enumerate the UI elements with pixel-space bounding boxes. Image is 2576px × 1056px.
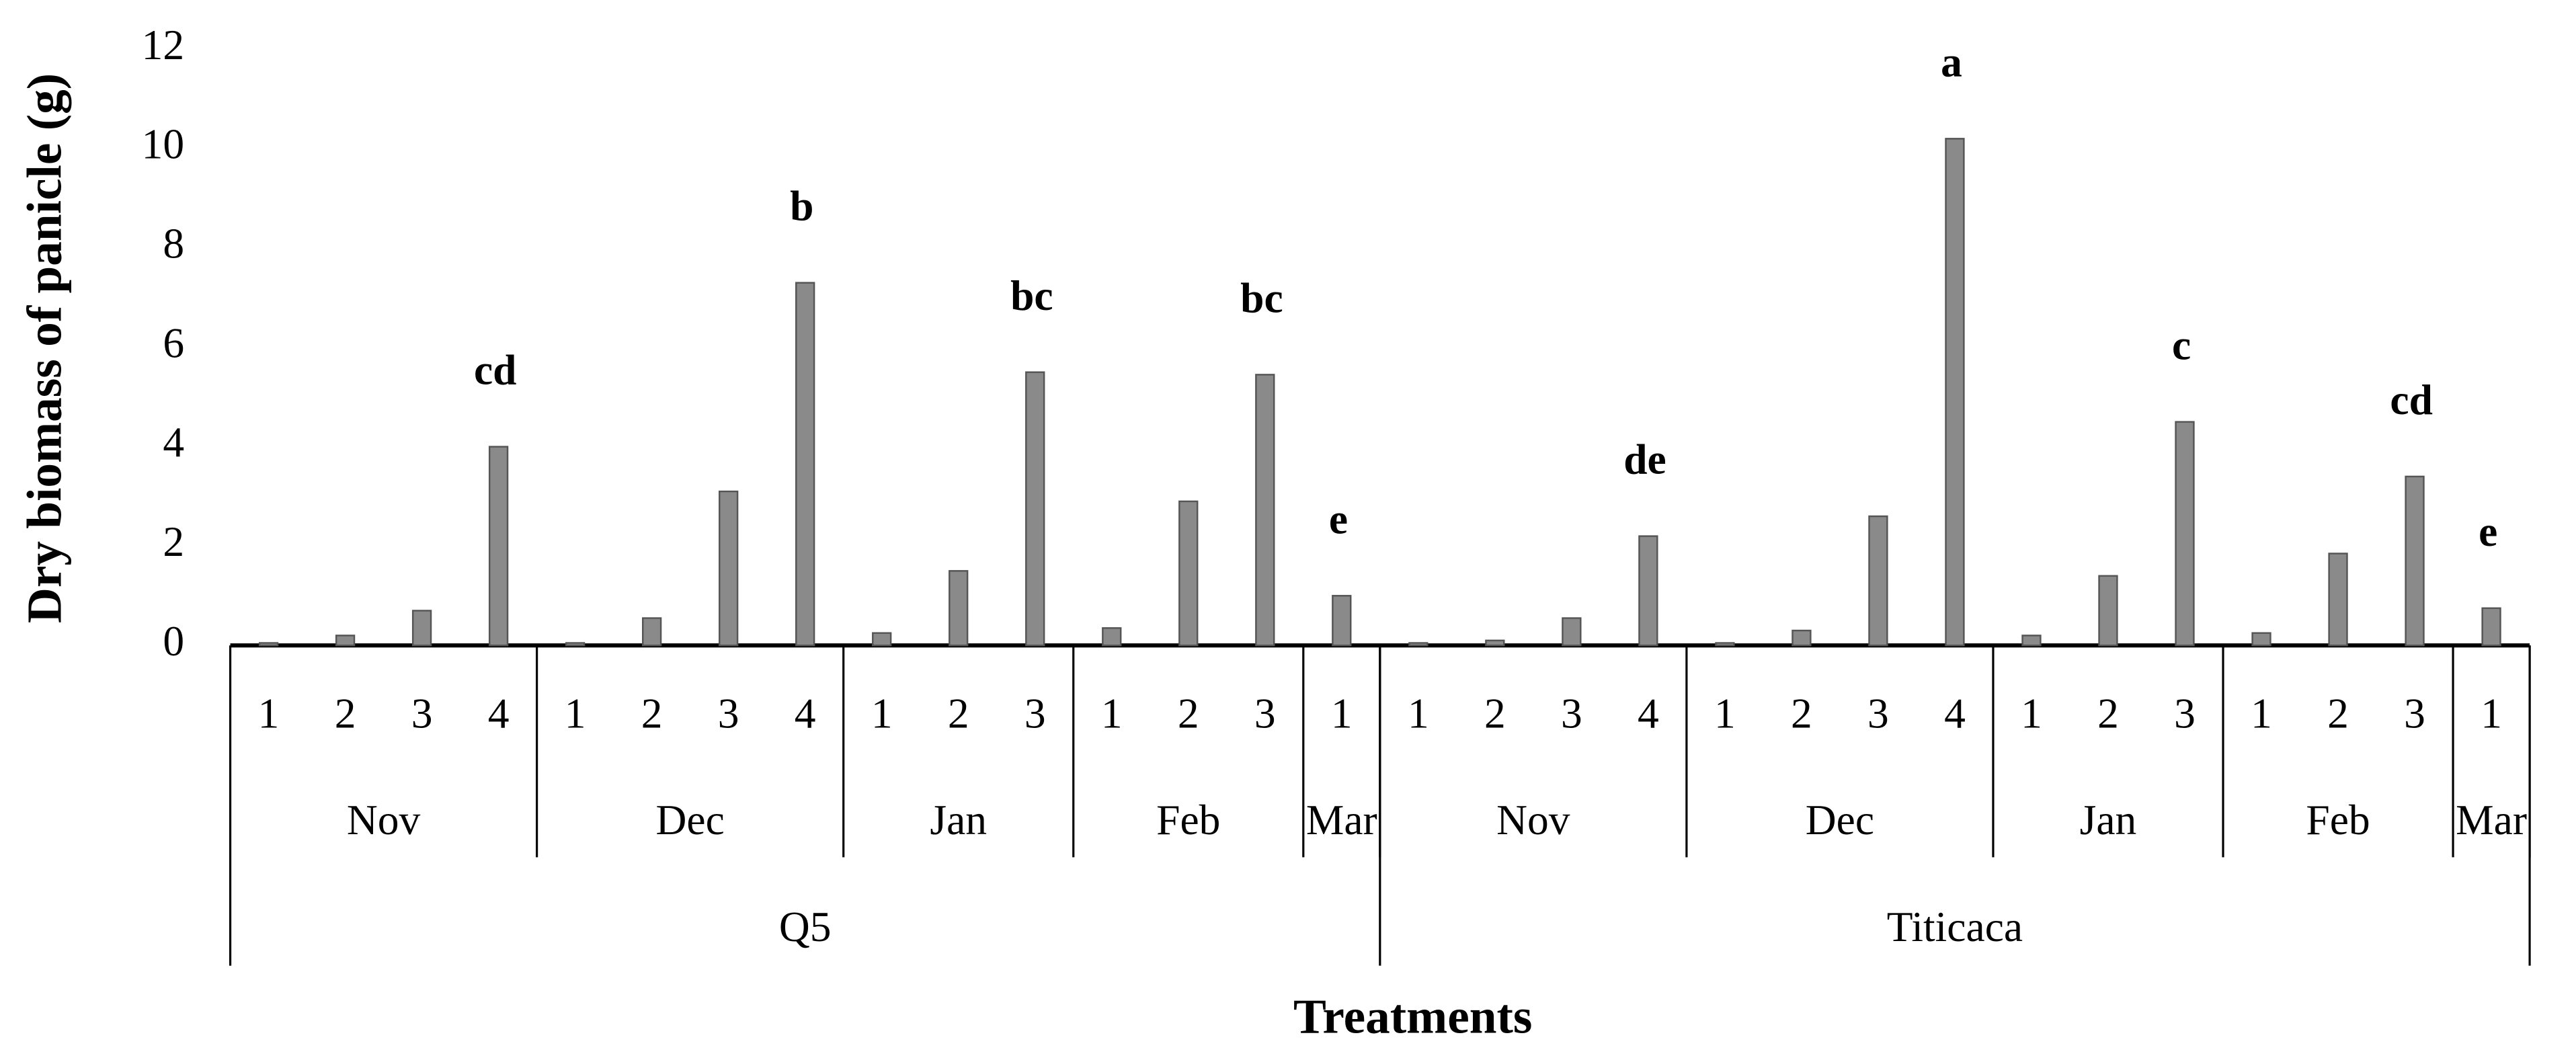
significance-letter: c	[2172, 321, 2191, 369]
y-tick-label: 6	[163, 319, 184, 366]
x-tick-label: 3	[2404, 689, 2425, 737]
x-tick-label: 2	[641, 689, 663, 737]
significance-letter: bc	[1240, 274, 1283, 321]
x-tick-label: 3	[1254, 689, 1276, 737]
x-tick-label: 3	[2174, 689, 2196, 737]
bar	[1945, 138, 1965, 647]
group-label: Feb	[2306, 796, 2370, 844]
bar	[488, 446, 509, 647]
x-tick-label: 2	[1178, 689, 1199, 737]
bar	[2021, 635, 2042, 647]
bar	[2175, 421, 2195, 647]
bar	[2481, 607, 2501, 647]
bar	[1792, 629, 1812, 647]
bar	[1025, 371, 1045, 647]
bar	[949, 570, 969, 647]
x-tick-label: 2	[1791, 689, 1812, 737]
x-tick-label: 1	[2251, 689, 2272, 737]
bar	[258, 642, 279, 647]
group-label: Nov	[347, 796, 421, 844]
x-tick-label: 3	[1561, 689, 1582, 737]
bar	[1485, 639, 1505, 647]
bar	[641, 617, 662, 647]
x-tick-label: 1	[2481, 689, 2502, 737]
x-tick-label: 1	[1331, 689, 1353, 737]
bar	[1562, 617, 1582, 647]
group-label: Mar	[2456, 796, 2527, 844]
group-label: Dec	[656, 796, 725, 844]
bar	[1868, 515, 1888, 647]
x-tick-label: 1	[1714, 689, 1736, 737]
bar	[1102, 627, 1122, 647]
x-tick-label: 3	[718, 689, 739, 737]
bar	[2405, 475, 2425, 647]
significance-letter: cd	[474, 346, 517, 394]
x-tick-label: 1	[871, 689, 893, 737]
bar	[565, 642, 586, 647]
group-label: Jan	[2080, 796, 2137, 844]
x-tick-label: 2	[335, 689, 356, 737]
bar	[1408, 642, 1428, 647]
significance-letter: bc	[1010, 272, 1053, 319]
x-tick-label: 4	[488, 689, 510, 737]
bar	[872, 632, 892, 647]
significance-letter: a	[1941, 38, 1962, 85]
bar	[2328, 553, 2348, 647]
x-tick-label: 3	[1024, 689, 1046, 737]
significance-letter: b	[790, 182, 813, 230]
group-label: Dec	[1806, 796, 1874, 844]
x-tick-label: 3	[1867, 689, 1889, 737]
x-tick-label: 1	[1101, 689, 1123, 737]
bar	[1255, 374, 1275, 647]
x-tick-label: 4	[1638, 689, 1659, 737]
significance-letter: de	[1623, 436, 1666, 483]
x-tick-label: 2	[2327, 689, 2349, 737]
y-tick-label: 2	[163, 518, 184, 565]
significance-letter: cd	[2390, 376, 2433, 423]
bar	[1715, 642, 1735, 647]
group-label: Mar	[1306, 796, 1377, 844]
x-tick-label: 1	[565, 689, 586, 737]
x-tick-label: 1	[258, 689, 280, 737]
y-axis-title: Dry biomass of panicle (g)	[17, 73, 72, 623]
bar	[411, 610, 432, 647]
bar	[1332, 595, 1352, 647]
group-label: Nov	[1496, 796, 1570, 844]
bar	[335, 635, 356, 647]
x-tick-label: 2	[948, 689, 969, 737]
x-tick-label: 3	[411, 689, 433, 737]
significance-letter: e	[1329, 495, 1348, 542]
x-tick-label: 1	[2021, 689, 2042, 737]
bar	[2251, 632, 2271, 647]
y-tick-label: 10	[142, 120, 185, 168]
y-tick-label: 12	[142, 21, 185, 69]
y-tick-label: 4	[163, 418, 184, 466]
x-axis-title: Treatments	[1293, 989, 1532, 1044]
bar	[795, 282, 815, 647]
x-tick-label: 1	[1408, 689, 1429, 737]
y-tick-label: 0	[163, 617, 184, 665]
x-tick-label: 4	[795, 689, 816, 737]
bar	[2098, 575, 2118, 647]
significance-letter: e	[2479, 507, 2497, 555]
x-tick-label: 2	[1484, 689, 1506, 737]
bar	[1178, 500, 1199, 647]
group-label: Jan	[930, 796, 987, 844]
supergroup-label: Q5	[779, 903, 832, 950]
y-tick-label: 8	[163, 220, 184, 268]
group-label: Feb	[1156, 796, 1220, 844]
supergroup-label: Titicaca	[1887, 903, 2023, 950]
x-tick-label: 2	[2097, 689, 2119, 737]
bar	[719, 490, 739, 647]
x-tick-label: 4	[1944, 689, 1966, 737]
bar	[1638, 535, 1658, 647]
